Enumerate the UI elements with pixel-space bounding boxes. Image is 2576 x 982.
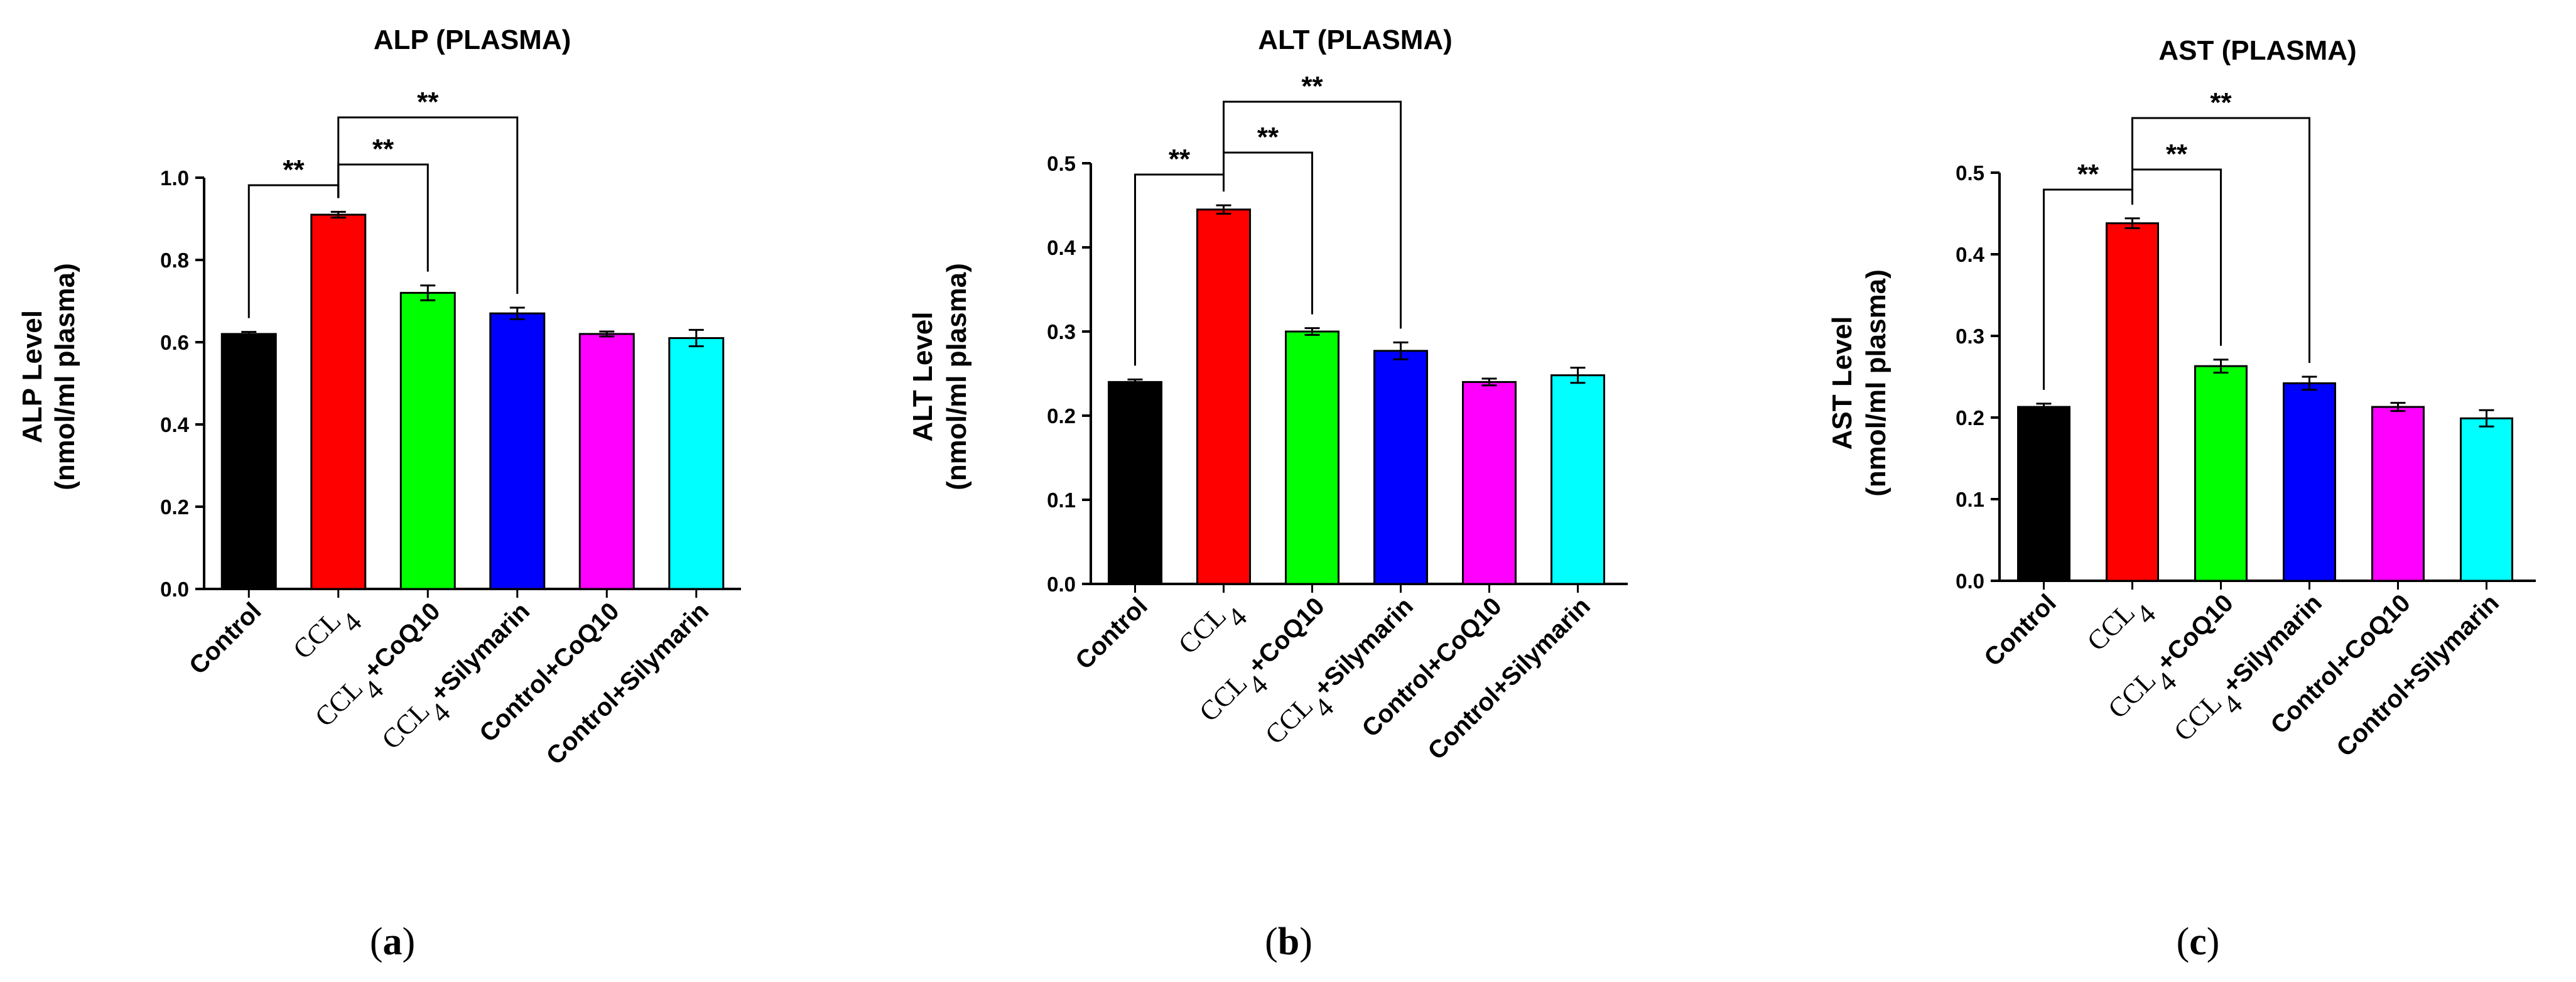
y-tick-label: 0.6 [160, 331, 189, 354]
bar-ccl4-coq10 [2194, 365, 2248, 582]
bar-ccl4-silymarin [489, 312, 546, 590]
y-tick-label: 0.0 [160, 578, 189, 601]
x-tick-label: Control [184, 597, 267, 680]
panel-label: (c) [2177, 920, 2220, 963]
x-tick-label: Control+Silymarin [541, 597, 715, 770]
y-axis-label: (nmol/ml plasma) [1861, 269, 1891, 497]
bar-control [2017, 406, 2070, 582]
significance-label: ** [2077, 159, 2099, 190]
chart-title: ALP (PLASMA) [374, 24, 571, 55]
x-tick-label: CCL4 [2081, 587, 2162, 667]
y-tick-label: 0.1 [1956, 488, 1984, 511]
bar-control [1108, 380, 1162, 585]
y-tick-label: 0.2 [1047, 404, 1076, 428]
bar-control-silymarin [2460, 417, 2513, 582]
bar-ccl4-silymarin [2283, 382, 2336, 582]
y-tick-label: 1.0 [160, 166, 189, 190]
y-tick-label: 0.0 [1956, 569, 1984, 593]
panel-label: (b) [1265, 920, 1312, 963]
chart-panel-a: ALP (PLASMA) ALP Level (nmol/ml plasma) 0.0… [17, 24, 741, 963]
significance-bracket [337, 116, 519, 294]
y-tick-label: 0.8 [160, 249, 189, 272]
significance-bracket [2131, 117, 2310, 363]
y-tick-label: 0.4 [1047, 236, 1076, 259]
bar-control-coq10 [578, 333, 635, 590]
x-tick-label: Control+Silymarin [2331, 589, 2504, 762]
significance-label: ** [2210, 87, 2232, 118]
y-tick-label: 0.2 [160, 495, 189, 519]
significance-label: ** [1169, 144, 1191, 175]
chart-panel-b: ALT (PLASMA) ALT Level (nmol/ml plasma) 0.0… [907, 24, 1628, 963]
y-axis-label: AST Level [1827, 316, 1858, 450]
significance-label: ** [417, 87, 439, 117]
y-tick-label: 0.5 [1047, 152, 1076, 175]
bar-ccl4-silymarin [1373, 350, 1428, 585]
y-tick-label: 0.0 [1047, 573, 1076, 596]
y-tick-label: 0.5 [1956, 161, 1984, 185]
y-tick-label: 0.1 [1047, 488, 1076, 512]
y-axis-label: (nmol/ml plasma) [941, 263, 972, 490]
bar-control-coq10 [1462, 380, 1517, 585]
y-tick-label: 0.3 [1047, 320, 1076, 343]
y-axis-label: (nmol/ml plasma) [50, 263, 80, 490]
significance-label: ** [1257, 122, 1279, 153]
bar-control-coq10 [2371, 406, 2425, 582]
y-axis-label: ALT Level [907, 311, 938, 441]
y-tick-label: 0.2 [1956, 406, 1984, 429]
x-tick-label: Control [1979, 589, 2062, 672]
significance-label: ** [372, 134, 394, 165]
chart-title: ALT (PLASMA) [1258, 24, 1453, 55]
significance-label: ** [283, 154, 305, 185]
x-tick-label: CCL4 [287, 595, 367, 676]
chart-panel-c: AST (PLASMA) AST Level (nmol/ml plasma) 0.0… [1827, 35, 2536, 963]
y-tick-label: 0.3 [1956, 325, 1984, 348]
y-axis-label: ALP Level [17, 310, 48, 443]
significance-label: ** [1301, 71, 1323, 102]
y-tick-label: 0.4 [1956, 243, 1985, 266]
bar-ccl4 [2106, 222, 2159, 582]
y-tick-label: 0.4 [160, 413, 190, 436]
x-tick-label: CCL4 [1172, 590, 1253, 671]
bar-ccl4 [1196, 208, 1251, 585]
x-tick-label: Control+Silymarin [1422, 592, 1596, 765]
significance-bracket [1223, 100, 1402, 329]
bar-control-silymarin [1550, 374, 1605, 585]
bar-control [220, 333, 277, 590]
bar-ccl4 [310, 213, 367, 590]
bar-ccl4-coq10 [399, 291, 456, 590]
significance-label: ** [2166, 139, 2188, 170]
panel-label: (a) [370, 920, 415, 963]
chart-title: AST (PLASMA) [2158, 35, 2356, 66]
bar-control-silymarin [668, 337, 725, 590]
x-tick-label: Control [1070, 592, 1153, 675]
bar-ccl4-coq10 [1285, 330, 1339, 585]
